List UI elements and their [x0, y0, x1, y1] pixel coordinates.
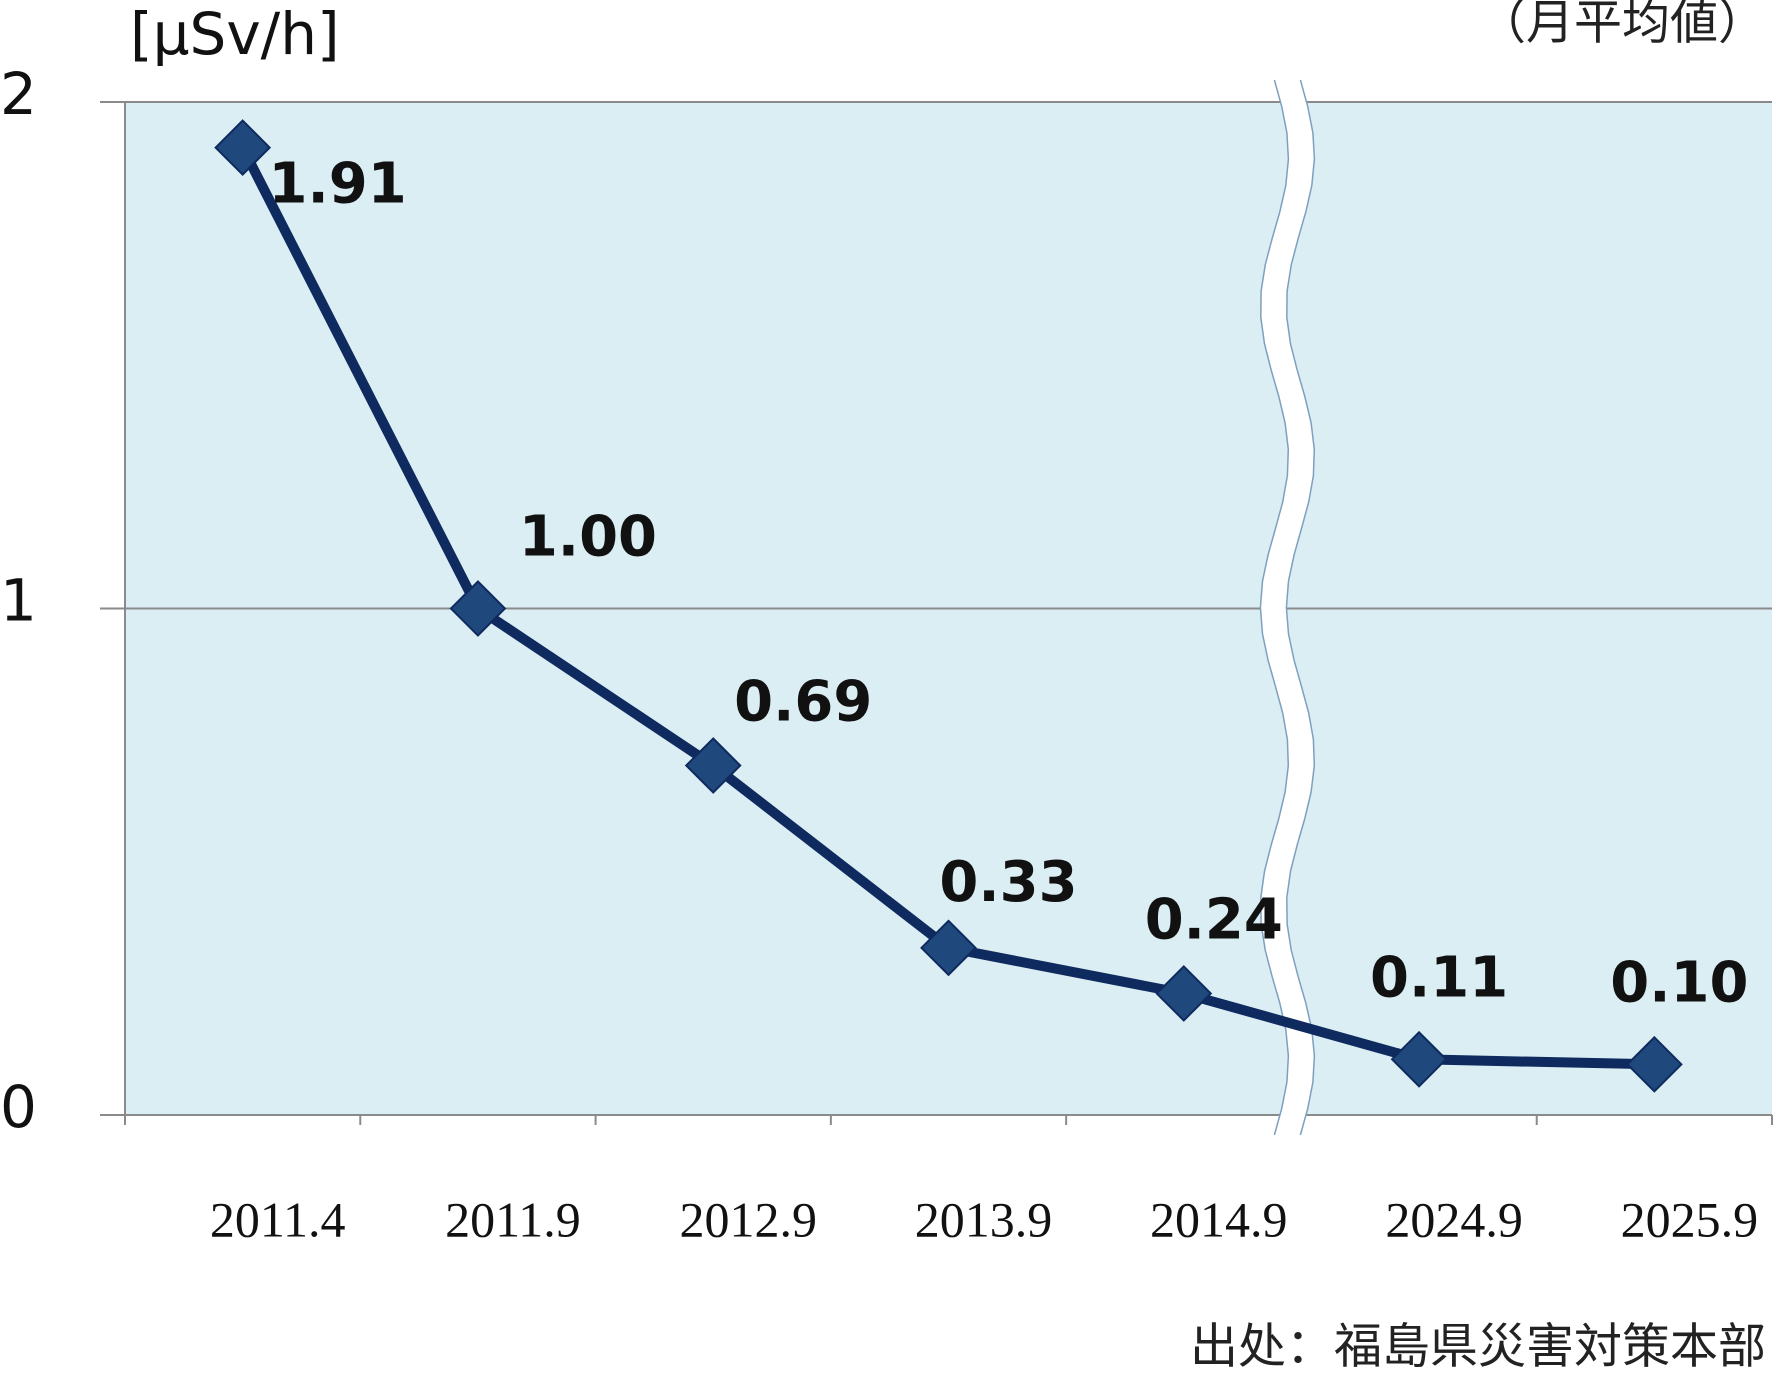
- y-tick-label: 2: [0, 60, 37, 128]
- axis-break-line: [1285, 79, 1316, 1136]
- marker: [920, 919, 977, 977]
- data-label: 0.11: [1370, 945, 1508, 1010]
- marker: [1625, 1035, 1683, 1093]
- marker: [1390, 1030, 1448, 1088]
- y-tick-label: 0: [0, 1073, 37, 1141]
- x-tick-label: 2013.9: [915, 1191, 1053, 1247]
- data-label: 1.00: [519, 505, 657, 570]
- x-tick-label: 2024.9: [1385, 1191, 1523, 1247]
- x-tick-label: 2014.9: [1150, 1191, 1288, 1247]
- axis-break-gap: [1260, 76, 1315, 1139]
- x-tick-label: 2012.9: [679, 1191, 817, 1247]
- marker: [1155, 965, 1213, 1022]
- marker: [214, 119, 272, 176]
- source: 出处：福島県災害対策本部: [1190, 1319, 1766, 1375]
- data-label: 0.10: [1610, 950, 1748, 1015]
- data-label: 0.24: [1145, 888, 1283, 953]
- unit-label: [μSv/h]: [130, 0, 340, 68]
- axis-break-line: [1259, 79, 1290, 1136]
- data-label: 0.33: [939, 850, 1077, 915]
- data-label: 0.69: [734, 670, 872, 735]
- y-tick-label: 1: [0, 567, 37, 635]
- marker: [449, 580, 507, 637]
- data-label: 1.91: [269, 152, 407, 217]
- x-tick-label: 2011.4: [210, 1191, 346, 1247]
- marker: [684, 737, 742, 794]
- x-tick-label: 2025.9: [1621, 1191, 1759, 1247]
- x-tick-label: 2011.9: [445, 1191, 581, 1247]
- note: （月平均値）: [1478, 0, 1766, 51]
